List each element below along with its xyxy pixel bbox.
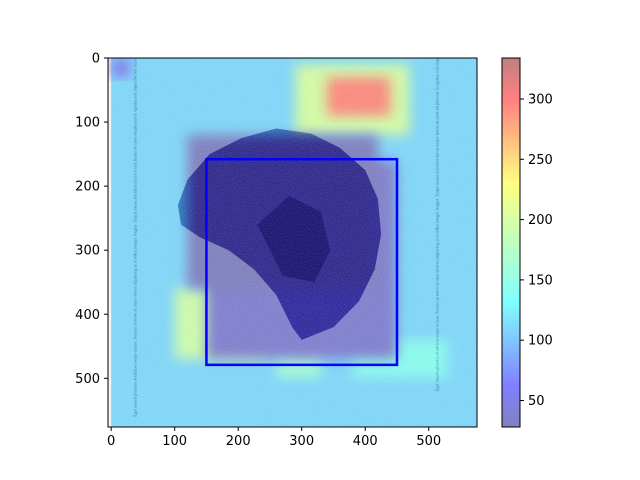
colorbar-tick-label: 50	[528, 394, 545, 409]
colorbar-frame	[501, 57, 521, 428]
y-tick-label: 100	[75, 116, 100, 131]
colorbar: 50 100 150 200 250 300	[501, 57, 553, 428]
colorbar-tick-label: 300	[528, 93, 553, 108]
bounding-box	[205, 157, 399, 367]
noise-texture	[108, 58, 477, 427]
colorbar-tick-label: 200	[528, 213, 553, 228]
y-tick-label: 200	[75, 180, 100, 195]
colorbar-ticks: 50 100 150 200 250 300	[520, 93, 553, 409]
colorbar-tick-label: 250	[528, 153, 553, 168]
axes-frame	[107, 57, 478, 428]
x-axis: 0 100 200 300 400 500	[107, 427, 441, 449]
y-tick-label: 0	[92, 52, 100, 67]
y-tick-label: 300	[75, 244, 100, 259]
colorbar-tick-label: 150	[528, 273, 553, 288]
plot-area: Eget mauris pharetra et ultrices neque o…	[108, 58, 477, 427]
x-tick-label: 300	[289, 434, 314, 449]
y-tick-label: 400	[75, 308, 100, 323]
y-tick-label: 500	[75, 372, 100, 387]
x-tick-label: 200	[226, 434, 251, 449]
x-tick-label: 100	[162, 434, 187, 449]
y-axis: 0 100 200 300 400 500	[75, 52, 108, 387]
colorbar-gradient	[502, 58, 520, 427]
x-tick-label: 500	[416, 434, 441, 449]
x-tick-label: 0	[107, 434, 115, 449]
x-tick-label: 400	[353, 434, 378, 449]
colorbar-tick-label: 100	[528, 334, 553, 349]
